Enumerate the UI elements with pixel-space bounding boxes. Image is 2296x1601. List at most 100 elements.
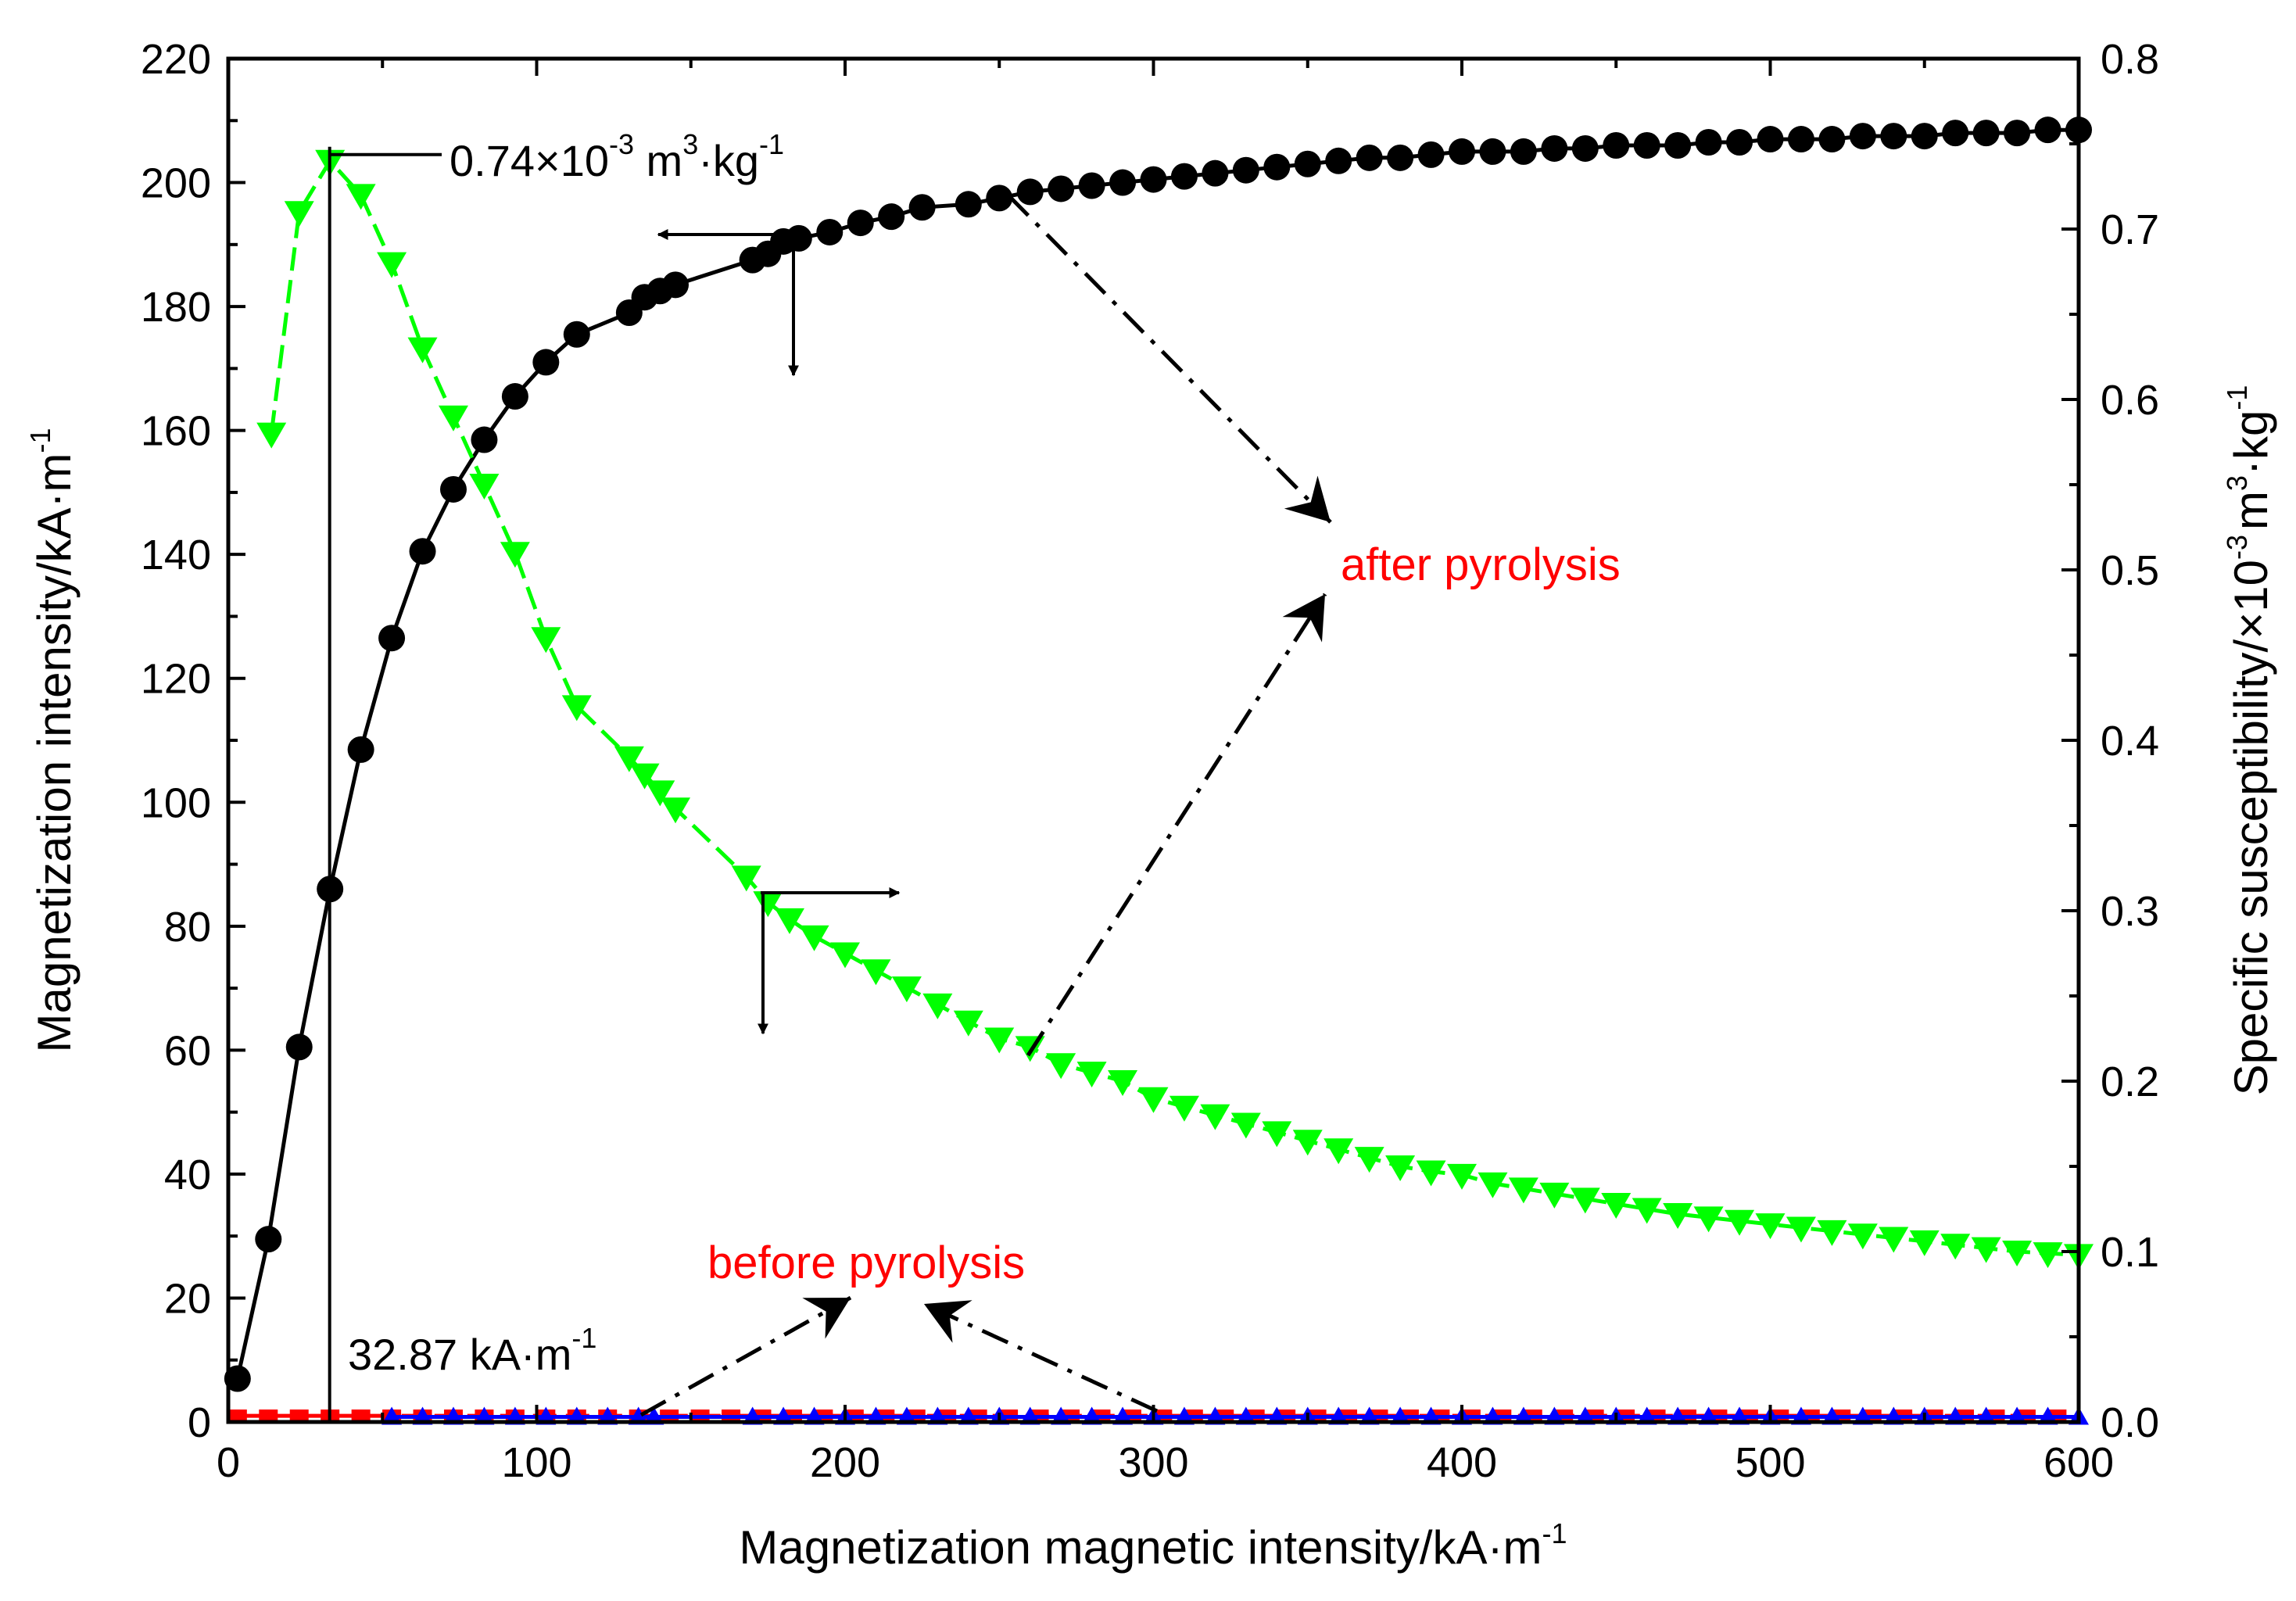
x-axis-title-sup: -1 [1542, 1517, 1567, 1549]
data-point-triangle-down [1663, 1203, 1693, 1230]
x-tick-label: 300 [1118, 1439, 1188, 1486]
data-point-triangle-down [1138, 1087, 1169, 1113]
data-point-circle [1325, 147, 1352, 174]
data-point-circle [1880, 123, 1907, 150]
data-point-triangle-down [1478, 1172, 1508, 1198]
data-point-triangle-down [1539, 1182, 1570, 1209]
data-point-triangle-down [661, 797, 691, 824]
data-point-triangle-down [1262, 1121, 1292, 1148]
data-point-circle [908, 194, 936, 221]
data-point-circle [785, 224, 812, 252]
before-pyrolysis-arrow-1 [639, 1295, 852, 1417]
y-tick-label: 180 [141, 284, 211, 331]
y-axis-title-text: Magnetization intensity/kA·m [28, 453, 81, 1053]
y2-tick-label: 0.6 [2101, 377, 2159, 424]
y2-axis-title-sup-3: -1 [2221, 385, 2253, 410]
data-point-triangle-down [346, 184, 376, 210]
data-point-triangle-down [629, 763, 660, 790]
data-point-circle [1449, 138, 1475, 165]
data-point-circle [1170, 163, 1198, 190]
data-point-triangle-down [469, 474, 500, 500]
critical-field-sup: -1 [571, 1322, 596, 1354]
data-point-triangle-down [1447, 1163, 1477, 1190]
data-point-circle [255, 1226, 282, 1253]
data-point-triangle-down [1940, 1234, 1971, 1260]
y-tick-label: 120 [141, 656, 211, 703]
data-point-triangle-down [861, 959, 891, 986]
data-point-triangle-down [1693, 1206, 1724, 1233]
y-tick-label: 0 [188, 1399, 211, 1446]
data-point-circle [1232, 156, 1259, 184]
data-point-square [351, 1409, 371, 1423]
data-point-triangle-down [774, 908, 804, 934]
data-point-triangle-down [1847, 1223, 1878, 1250]
y2-axis-title-part-3: ·kg [2225, 410, 2277, 475]
data-point-circle [1387, 144, 1414, 171]
data-point-triangle-down [1046, 1053, 1076, 1080]
data-point-square [259, 1409, 278, 1423]
data-point-triangle-down [1570, 1187, 1600, 1214]
x-axis-title-text: Magnetization magnetic intensity/kA·m [739, 1521, 1542, 1574]
peak-label-sup-3: -1 [759, 128, 784, 160]
plot-area [228, 59, 2079, 1422]
y2-tick-label: 0.2 [2101, 1058, 2159, 1105]
data-point-circle [1633, 131, 1660, 159]
data-point-triangle-down [1909, 1230, 1940, 1256]
critical-field-label: 32.87 kA·m-1 [348, 1322, 596, 1379]
data-point-triangle-down [1200, 1104, 1230, 1130]
x-tick-label: 200 [810, 1439, 880, 1486]
data-point-circle [2034, 116, 2061, 144]
y2-axis-title-part-1: Specific susceptibility/×10 [2225, 560, 2277, 1095]
data-point-triangle-down [1971, 1237, 2001, 1263]
data-point-circle [532, 349, 560, 376]
y2-tick-label: 0.8 [2101, 36, 2159, 83]
y-tick-label: 20 [164, 1275, 211, 1322]
y2-tick-label: 0.3 [2101, 888, 2159, 935]
data-point-circle [1263, 153, 1291, 181]
x-tick-label: 500 [1735, 1439, 1805, 1486]
data-point-triangle-down [407, 337, 438, 364]
data-point-circle [1417, 141, 1445, 168]
data-point-triangle-down [645, 780, 675, 807]
data-point-triangle-down [984, 1027, 1015, 1054]
data-point-triangle-down [891, 976, 922, 1003]
data-point-circle [563, 321, 590, 348]
data-point-circle [1911, 123, 1938, 150]
y2-tick-label: 0.4 [2101, 718, 2159, 765]
data-point-circle [439, 475, 467, 503]
data-point-circle [1571, 134, 1599, 162]
data-point-circle [224, 1365, 251, 1392]
data-point-triangle-down [1817, 1220, 1847, 1246]
x-tick-label: 100 [501, 1439, 571, 1486]
x-tick-label: 600 [2043, 1439, 2114, 1486]
data-point-circle [2004, 120, 2031, 147]
data-point-circle [1726, 129, 1753, 156]
y2-axis-title: Specific susceptibility/×10-3 m3·kg-1 [2221, 385, 2277, 1096]
data-point-circle [878, 203, 905, 231]
data-point-triangle-down [1169, 1095, 1199, 1122]
data-point-circle [816, 218, 844, 245]
peak-label-sup-1: -3 [609, 128, 634, 160]
data-point-circle [347, 736, 374, 763]
data-point-circle [1695, 129, 1722, 156]
y2-axis-title-part-2: m [2225, 491, 2277, 530]
data-point-triangle-down [377, 252, 407, 278]
peak-label-part-2: m [634, 136, 682, 185]
y-tick-label: 140 [141, 532, 211, 578]
data-point-triangle-down [1324, 1138, 1354, 1165]
data-point-triangle-down [1230, 1112, 1261, 1139]
data-point-triangle-down [1076, 1062, 1107, 1088]
data-point-square [289, 1409, 309, 1423]
data-point-square [227, 1409, 247, 1423]
data-point-triangle-down [1725, 1209, 1755, 1236]
data-point-circle [501, 383, 528, 410]
data-point-triangle-down [953, 1010, 983, 1037]
data-point-triangle-down [438, 405, 468, 432]
data-point-circle [1016, 178, 1044, 206]
y-tick-label: 60 [164, 1027, 211, 1074]
data-point-triangle-down [614, 746, 644, 772]
data-point-triangle-down [1385, 1155, 1416, 1181]
data-point-circle [1202, 159, 1229, 187]
x-axis-title: Magnetization magnetic intensity/kA·m-1 [739, 1517, 1567, 1574]
data-point-triangle-down [830, 942, 860, 969]
